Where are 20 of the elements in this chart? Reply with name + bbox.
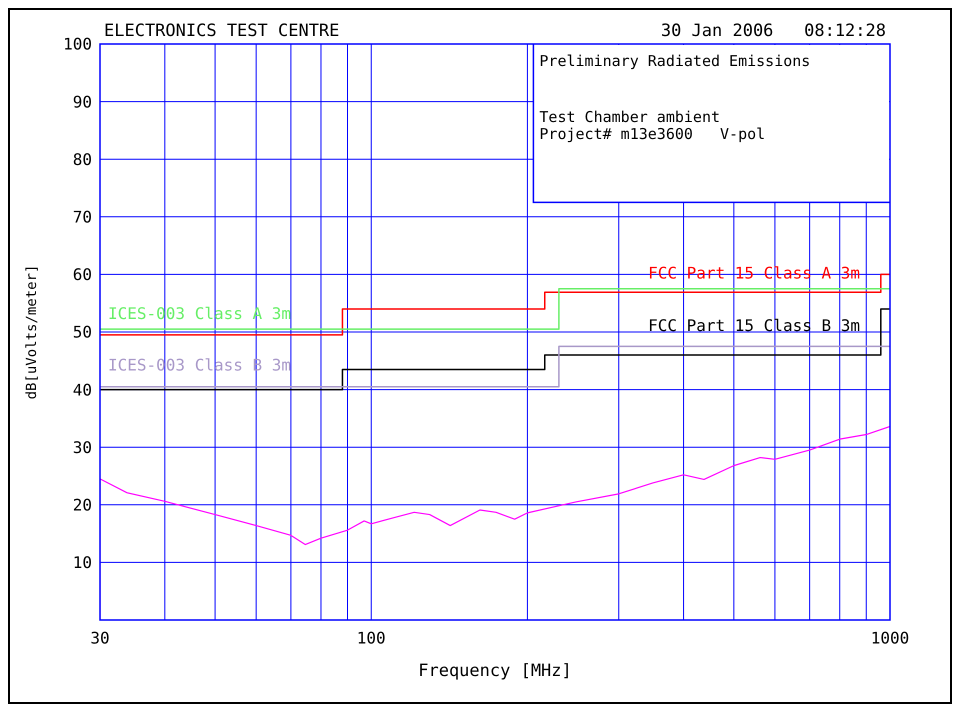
x-tick-label: 100 — [356, 628, 386, 648]
x-tick-label: 30 — [90, 628, 110, 648]
x-tick-label: 1000 — [870, 628, 910, 648]
x-axis-title: Frequency [MHz] — [418, 661, 572, 681]
y-tick-label: 50 — [72, 322, 92, 342]
y-tick-label: 20 — [72, 495, 92, 514]
y-axis-title: dB[uVolts/meter] — [24, 264, 40, 400]
y-tick-label: 30 — [72, 438, 92, 457]
y-tick-label: 40 — [72, 380, 92, 400]
y-tick-label: 80 — [72, 150, 92, 169]
y-tick-label: 100 — [63, 34, 92, 54]
y-tick-label: 90 — [72, 92, 92, 112]
annotation: Test Chamber ambient — [539, 108, 720, 126]
annotation: Project# m13e3600 V-pol — [539, 125, 766, 143]
chart-title: ELECTRONICS TEST CENTRE — [104, 21, 340, 41]
annotation: Preliminary Radiated Emissions — [539, 52, 810, 70]
y-tick-label: 60 — [72, 265, 92, 284]
y-tick-label: 70 — [72, 207, 92, 226]
text: 30 Jan 2006 08:12:28 — [660, 21, 886, 41]
y-tick-label: 10 — [72, 553, 92, 572]
